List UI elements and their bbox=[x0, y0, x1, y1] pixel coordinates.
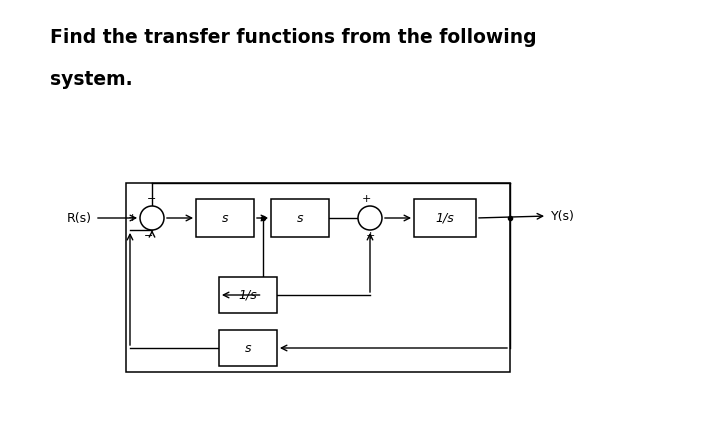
Text: s: s bbox=[297, 211, 303, 225]
Text: −: − bbox=[144, 231, 154, 241]
Bar bbox=[196, 199, 254, 237]
Ellipse shape bbox=[358, 206, 382, 230]
Text: R(s): R(s) bbox=[67, 211, 92, 225]
Text: s: s bbox=[245, 342, 251, 354]
Text: +: + bbox=[127, 213, 137, 223]
Bar bbox=[271, 199, 329, 237]
Ellipse shape bbox=[140, 206, 164, 230]
Text: +: + bbox=[362, 194, 371, 204]
Text: 1/s: 1/s bbox=[435, 211, 455, 225]
Text: Find the transfer functions from the following: Find the transfer functions from the fol… bbox=[50, 28, 537, 47]
Text: system.: system. bbox=[50, 70, 132, 89]
Bar bbox=[219, 330, 277, 366]
Text: +: + bbox=[365, 231, 375, 241]
Bar bbox=[219, 277, 277, 313]
Bar bbox=[414, 199, 476, 237]
Text: Y(s): Y(s) bbox=[551, 209, 575, 223]
Text: −: − bbox=[147, 194, 156, 204]
Text: 1/s: 1/s bbox=[239, 288, 258, 301]
Bar bbox=[126, 183, 510, 372]
Text: s: s bbox=[222, 211, 228, 225]
